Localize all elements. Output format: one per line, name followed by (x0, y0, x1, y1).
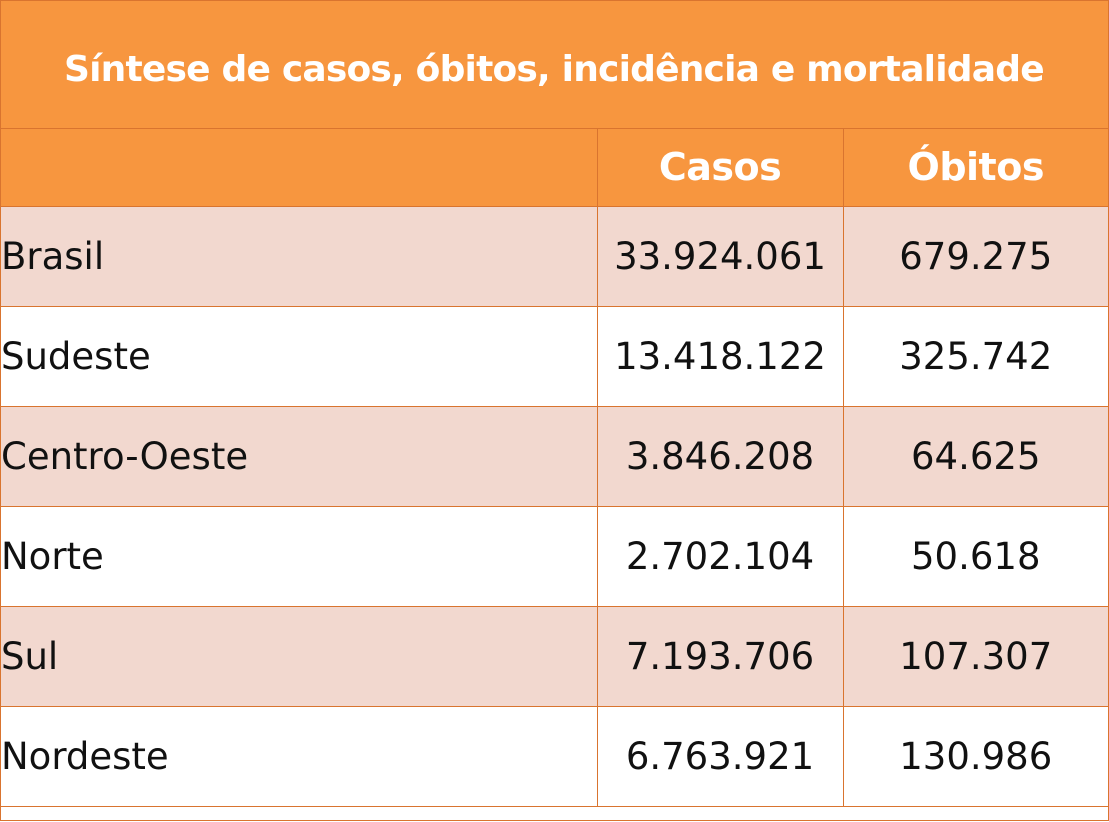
table-row: Nordeste 6.763.921 130.986 (1, 706, 1108, 807)
deaths-cell: 130.986 (843, 706, 1108, 807)
deaths-cell: 679.275 (843, 206, 1108, 307)
region-cell: Sul (1, 606, 598, 707)
cases-cell: 7.193.706 (597, 606, 844, 707)
table-title: Síntese de casos, óbitos, incidência e m… (64, 49, 1045, 90)
table-row: Centro-Oeste 3.846.208 64.625 (1, 406, 1108, 507)
table-row: Brasil 33.924.061 679.275 (1, 206, 1108, 307)
region-cell: Centro-Oeste (1, 406, 598, 507)
cases-cell: 2.702.104 (597, 506, 844, 607)
cases-cell: 6.763.921 (597, 706, 844, 807)
region-cell: Brasil (1, 206, 598, 307)
deaths-cell: 325.742 (843, 306, 1108, 407)
table-header-row: Casos Óbitos (1, 129, 1108, 207)
deaths-cell: 50.618 (843, 506, 1108, 607)
region-cell: Norte (1, 506, 598, 607)
table-row: Sudeste 13.418.122 325.742 (1, 306, 1108, 407)
region-cell: Nordeste (1, 706, 598, 807)
cases-cell: 13.418.122 (597, 306, 844, 407)
table-row: Norte 2.702.104 50.618 (1, 506, 1108, 607)
deaths-cell: 107.307 (843, 606, 1108, 707)
header-region (1, 129, 598, 207)
cases-cell: 33.924.061 (597, 206, 844, 307)
region-cell: Sudeste (1, 306, 598, 407)
header-cases: Casos (597, 129, 844, 207)
table-row: Sul 7.193.706 107.307 (1, 606, 1108, 707)
deaths-cell: 64.625 (843, 406, 1108, 507)
summary-table: Casos Óbitos Brasil 33.924.061 679.275 S… (1, 129, 1108, 807)
header-deaths: Óbitos (843, 129, 1108, 207)
cases-cell: 3.846.208 (597, 406, 844, 507)
table-title-bar: Síntese de casos, óbitos, incidência e m… (1, 1, 1108, 129)
